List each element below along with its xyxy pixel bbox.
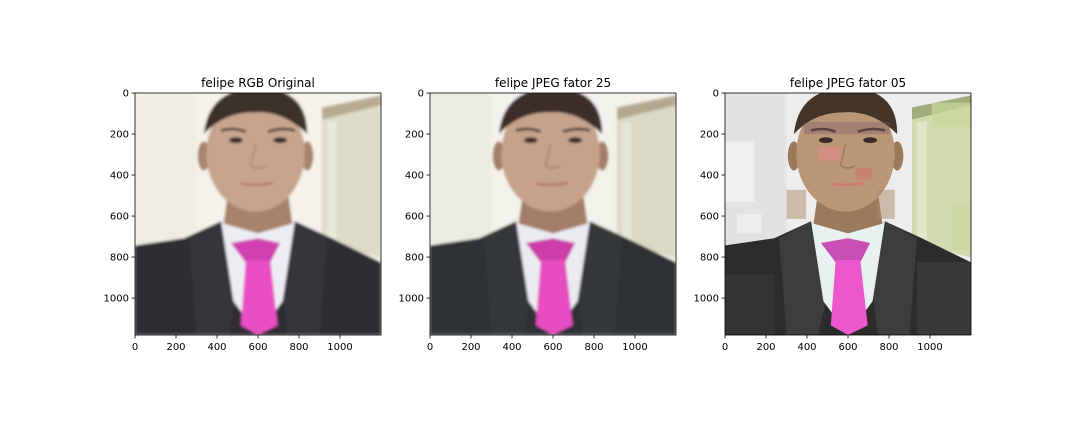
x-tick-label: 600 [838, 342, 857, 353]
image-content [135, 93, 381, 335]
tie-knot [230, 238, 281, 263]
x-tick-label: 0 [132, 342, 138, 353]
hair [498, 93, 603, 135]
y-tick-label: 1000 [399, 294, 424, 305]
subplot-title: felipe RGB Original [201, 76, 315, 90]
y-tick-label: 200 [405, 130, 424, 141]
y-tick-label: 800 [110, 253, 129, 264]
image-content [430, 93, 676, 335]
y-tick-label: 800 [405, 253, 424, 264]
tie [535, 259, 573, 335]
y-tick-label: 800 [700, 253, 719, 264]
x-tick-label: 800 [879, 342, 898, 353]
left-eye [523, 137, 538, 144]
x-tick-label: 200 [461, 342, 480, 353]
right-eye [273, 137, 288, 144]
tie [830, 259, 868, 335]
subplot-jpeg05: felipe JPEG fator 05 0 200 400 600 800 1000 0 20… [694, 76, 972, 353]
y-tick-label: 400 [405, 171, 424, 182]
hair [793, 93, 898, 135]
x-tick-label: 800 [289, 342, 308, 353]
y-tick-label: 200 [110, 130, 129, 141]
x-tick-label: 1000 [327, 342, 352, 353]
face [206, 95, 305, 212]
y-tick-label: 600 [700, 212, 719, 223]
x-tick-label: 600 [248, 342, 267, 353]
hair [203, 93, 308, 135]
x-tick-label: 1000 [917, 342, 942, 353]
mouth [535, 181, 568, 187]
y-tick-label: 0 [418, 89, 424, 100]
x-tick-label: 400 [502, 342, 521, 353]
y-tick-label: 400 [700, 171, 719, 182]
image-content [725, 93, 971, 335]
y-tick-label: 600 [405, 212, 424, 223]
x-tick-label: 400 [207, 342, 226, 353]
x-tick-label: 400 [797, 342, 816, 353]
x-tick-label: 200 [756, 342, 775, 353]
y-tick-label: 0 [123, 89, 129, 100]
subplot-jpeg25: felipe JPEG fator 25 0 200 400 600 800 1000 0 20… [399, 76, 677, 353]
y-tick-label: 1000 [104, 294, 129, 305]
tie [240, 259, 278, 335]
y-tick-label: 400 [110, 171, 129, 182]
y-tick-label: 0 [713, 89, 719, 100]
x-tick-label: 600 [543, 342, 562, 353]
y-tick-label: 1000 [694, 294, 719, 305]
y-tick-label: 600 [110, 212, 129, 223]
right-eye [568, 137, 583, 144]
tie-knot [820, 238, 871, 263]
x-tick-label: 1000 [622, 342, 647, 353]
left-eye [228, 137, 243, 144]
tie-knot [525, 238, 576, 263]
subplot-title: felipe JPEG fator 25 [495, 76, 611, 90]
mouth [830, 181, 863, 187]
subplot-title: felipe JPEG fator 05 [790, 76, 906, 90]
mouth [240, 181, 273, 187]
right-eye [863, 137, 878, 144]
x-tick-label: 0 [722, 342, 728, 353]
x-tick-label: 200 [166, 342, 185, 353]
x-tick-label: 0 [427, 342, 433, 353]
face [501, 95, 600, 212]
x-tick-label: 800 [584, 342, 603, 353]
left-eye [818, 137, 833, 144]
y-tick-label: 200 [700, 130, 719, 141]
subplot-original: felipe RGB Original 0 200 400 600 800 1000 0 200… [104, 76, 382, 353]
face [796, 95, 895, 212]
